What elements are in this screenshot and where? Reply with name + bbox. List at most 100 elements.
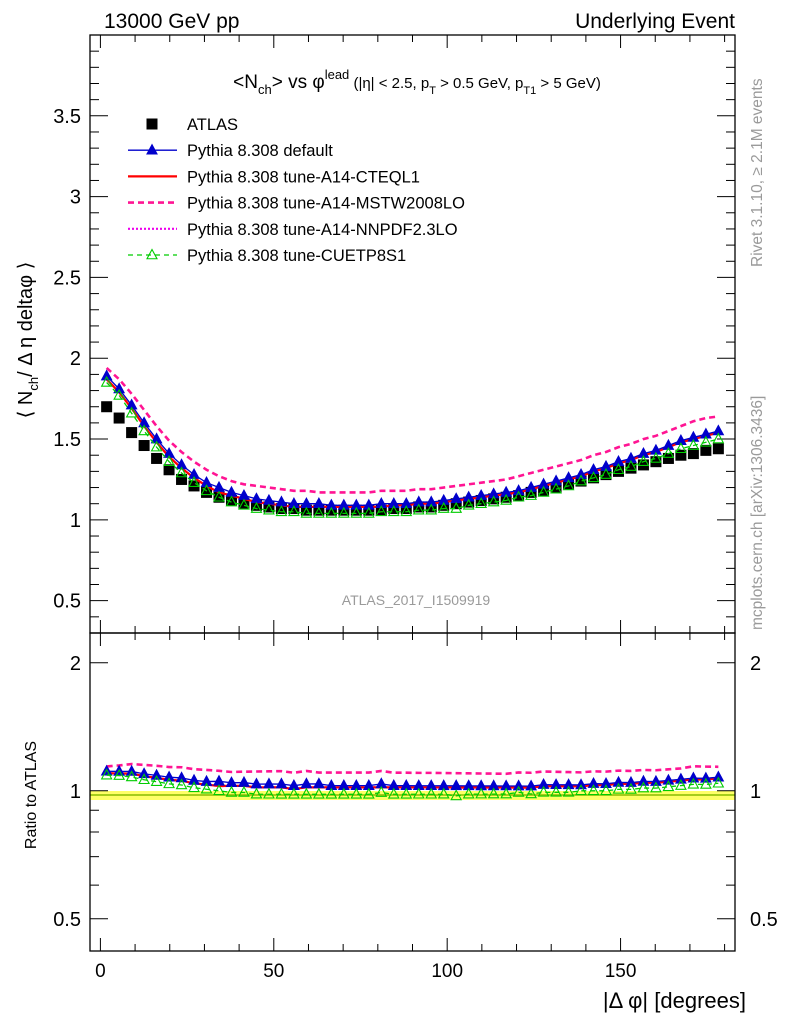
data-point [674, 442, 687, 454]
data-point [525, 486, 537, 498]
data-point [387, 787, 400, 799]
data-point [412, 495, 425, 507]
legend-label: Pythia 8.308 tune-A14-CTEQL1 [187, 168, 420, 186]
data-point [487, 487, 500, 499]
data-point [238, 498, 250, 510]
data-point [562, 479, 575, 491]
data-point [475, 497, 488, 509]
data-point [662, 446, 675, 458]
data-point [500, 787, 513, 799]
data-point [350, 498, 363, 510]
data-point [138, 767, 151, 779]
data-point [562, 785, 575, 797]
data-point [525, 779, 538, 791]
data-point [687, 771, 700, 783]
data-point [350, 506, 363, 518]
data-point [475, 488, 488, 500]
data-point [600, 777, 612, 789]
title-part-d: > 0.5 GeV, p [436, 75, 523, 92]
data-point [412, 787, 425, 799]
data-point [587, 784, 600, 796]
data-point [188, 467, 200, 479]
data-point [600, 459, 612, 471]
data-point [699, 427, 712, 439]
data-point [337, 787, 350, 799]
data-point [575, 474, 587, 486]
data-point [500, 485, 513, 497]
data-point [563, 478, 575, 490]
data-point [538, 485, 550, 497]
data-point [525, 488, 538, 500]
data-point [400, 497, 413, 509]
data-point [525, 480, 538, 492]
data-point [163, 777, 175, 789]
data-point [400, 787, 413, 799]
data-point [200, 774, 213, 786]
data-point [213, 774, 225, 786]
data-point [550, 482, 562, 494]
data-point [100, 768, 113, 780]
data-point [412, 503, 425, 515]
data-point [487, 495, 500, 507]
title-part-b: > vs φ [272, 72, 325, 93]
data-point [300, 504, 312, 516]
y-axis-label: ⟨ Nch/ Δ η deltaφ ⟩ [15, 262, 41, 419]
data-point [387, 505, 400, 517]
data-point [350, 504, 362, 516]
data-point [637, 774, 650, 786]
ratio-plot-panel: 0.5 0.5 1 1 2 2 [53, 632, 778, 952]
data-point [138, 424, 151, 436]
data-point [537, 485, 550, 497]
data-point [512, 785, 525, 797]
main-axis-ticks [90, 34, 735, 634]
data-point [612, 782, 625, 794]
header-energy-label: 13000 GeV pp [104, 10, 239, 33]
data-point [637, 446, 650, 458]
chart-title: <Nch> vs φlead (|η| < 2.5, pT > 0.5 GeV,… [233, 67, 601, 97]
data-point [674, 778, 687, 790]
data-point [462, 498, 475, 510]
data-point [687, 438, 700, 450]
ratio-axis-ticks [90, 633, 735, 951]
legend-label: Pythia 8.308 tune-CUETP8S1 [187, 247, 406, 265]
data-point [362, 498, 375, 510]
main-series-group [100, 366, 725, 518]
data-point [700, 444, 712, 456]
data-point [138, 773, 151, 785]
data-point [475, 494, 487, 506]
data-point [612, 463, 625, 475]
data-point [363, 504, 375, 516]
ratio-y-axis-label: Ratio to ATLAS [23, 741, 40, 849]
data-point [462, 490, 475, 502]
data-point [450, 789, 463, 801]
data-point [313, 504, 325, 516]
data-point [125, 398, 138, 410]
data-point [150, 774, 163, 786]
data-point [500, 779, 513, 791]
data-point [387, 497, 400, 509]
data-point [188, 781, 200, 793]
legend-item-atlas: ATLAS [146, 116, 238, 134]
data-point [463, 496, 475, 508]
title-part-a: <N [233, 72, 258, 93]
data-point [575, 784, 587, 796]
data-point [437, 493, 450, 505]
x-axis-label: |Δ φ| [degrees] [603, 988, 746, 1013]
data-point [150, 768, 163, 780]
data-point [712, 424, 725, 436]
data-point [388, 503, 400, 515]
data-point [287, 787, 300, 799]
data-point [138, 440, 150, 452]
legend-label: Pythia 8.308 default [187, 142, 333, 160]
data-point [263, 787, 275, 799]
data-point [375, 497, 388, 509]
ratio-y-tick-label-right: 1 [750, 781, 761, 803]
data-point [500, 491, 512, 503]
ylabel-part-b: / Δ η deltaφ ⟩ [15, 262, 37, 377]
data-point [163, 464, 175, 476]
title-part-d-sub: T1 [523, 85, 536, 97]
y-tick-label: 3 [70, 187, 81, 209]
data-point [113, 412, 125, 424]
data-point [362, 506, 375, 518]
data-point [151, 452, 163, 464]
